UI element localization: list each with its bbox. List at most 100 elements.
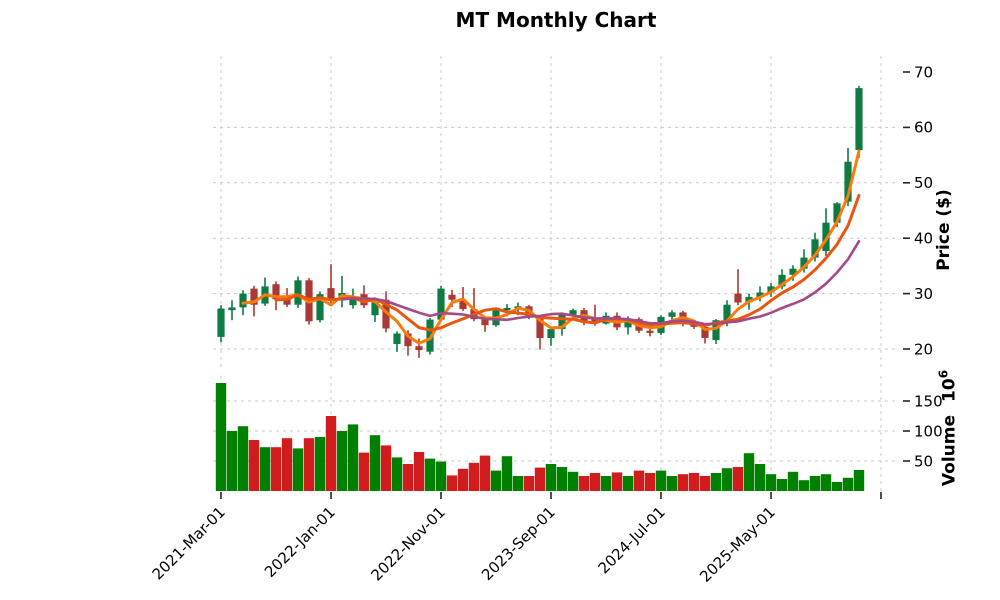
volume-bar bbox=[622, 476, 634, 491]
candle-body bbox=[734, 293, 742, 303]
volume-unit-exponent: 6 bbox=[936, 369, 951, 379]
volume-bar bbox=[369, 435, 381, 491]
candle-body bbox=[701, 326, 709, 338]
price-tick-label: 30 bbox=[914, 285, 933, 303]
volume-bar bbox=[666, 476, 678, 491]
volume-bar bbox=[655, 470, 667, 491]
volume-bar bbox=[842, 477, 854, 491]
date-tick-label: 2025-May-01 bbox=[696, 503, 779, 586]
candle-body bbox=[591, 319, 599, 324]
volume-bar bbox=[600, 476, 612, 491]
sma-3-line bbox=[241, 149, 861, 345]
volume-bars bbox=[215, 383, 865, 491]
volume-unit-base: 10 bbox=[939, 378, 960, 402]
candle bbox=[822, 208, 830, 256]
candle-body bbox=[822, 222, 830, 251]
candle bbox=[393, 331, 401, 352]
candle-body bbox=[481, 319, 489, 326]
candle-body bbox=[811, 239, 819, 258]
candle-body bbox=[778, 274, 786, 287]
volume-bar bbox=[688, 473, 700, 491]
candle-body bbox=[415, 346, 423, 351]
price-tick-label: 50 bbox=[914, 174, 933, 192]
volume-bar bbox=[776, 479, 788, 491]
candle bbox=[734, 269, 742, 306]
volume-bar bbox=[446, 475, 458, 491]
volume-bar bbox=[358, 452, 370, 491]
candle-body bbox=[393, 333, 401, 344]
price-tick-label: 70 bbox=[914, 63, 933, 81]
volume-bar bbox=[545, 464, 557, 491]
volume-bar bbox=[237, 426, 249, 491]
candle bbox=[228, 300, 236, 321]
volume-bar bbox=[633, 470, 645, 491]
candle bbox=[316, 291, 324, 323]
volume-bar bbox=[567, 471, 579, 491]
volume-bar bbox=[281, 438, 293, 491]
candle-body bbox=[745, 296, 753, 303]
sma-6-line bbox=[274, 193, 861, 332]
volume-bar bbox=[391, 457, 403, 491]
volume-bar bbox=[644, 473, 656, 491]
candle-body bbox=[382, 299, 390, 329]
volume-bar bbox=[413, 452, 425, 491]
volume-bar bbox=[226, 431, 238, 491]
date-tick-label: 2023-Sep-01 bbox=[478, 503, 559, 584]
candle bbox=[360, 285, 368, 308]
candle bbox=[437, 285, 445, 322]
volume-bar bbox=[853, 470, 865, 491]
volume-bar bbox=[325, 416, 337, 491]
candle-body bbox=[349, 298, 357, 306]
volume-tick-label: 100 bbox=[914, 422, 943, 440]
volume-bar bbox=[754, 464, 766, 491]
candle-body bbox=[503, 308, 511, 311]
date-tick-label: 2021-Mar-01 bbox=[149, 503, 229, 583]
volume-axis-label: Volume 106 bbox=[937, 370, 960, 486]
candle-body bbox=[833, 203, 841, 223]
candle-body bbox=[459, 299, 467, 310]
price-tick-label: 40 bbox=[914, 230, 933, 248]
volume-bar bbox=[457, 468, 469, 491]
volume-bar bbox=[248, 440, 260, 491]
candle bbox=[855, 85, 863, 158]
volume-bar bbox=[380, 445, 392, 491]
candle bbox=[261, 277, 269, 306]
date-tick-label: 2024-Jul-01 bbox=[595, 503, 669, 577]
candle bbox=[547, 326, 555, 346]
volume-bar bbox=[490, 470, 502, 491]
volume-bar bbox=[534, 467, 546, 491]
volume-bar bbox=[402, 464, 414, 491]
candle-body bbox=[789, 268, 797, 275]
volume-bar bbox=[831, 482, 843, 491]
volume-bar bbox=[347, 424, 359, 491]
candle-body bbox=[217, 308, 225, 337]
volume-bar bbox=[710, 473, 722, 491]
volume-bar bbox=[765, 474, 777, 491]
volume-bar bbox=[501, 456, 513, 491]
candle-body bbox=[404, 333, 412, 347]
volume-bar bbox=[479, 455, 491, 491]
volume-bar bbox=[787, 471, 799, 491]
candle-body bbox=[646, 330, 654, 333]
candle-body bbox=[294, 280, 302, 305]
price-tick-label: 20 bbox=[914, 340, 933, 358]
volume-bar bbox=[699, 476, 711, 491]
volume-bar bbox=[512, 476, 524, 491]
volume-bar bbox=[259, 447, 271, 491]
candle-body bbox=[712, 320, 720, 341]
candle bbox=[217, 305, 225, 343]
candle-body bbox=[316, 294, 324, 321]
volume-bar bbox=[809, 476, 821, 491]
volume-tick-label: 50 bbox=[914, 452, 933, 470]
candle-body bbox=[327, 288, 335, 300]
candle-body bbox=[272, 284, 280, 300]
volume-bar bbox=[523, 476, 535, 491]
date-tick-label: 2022-Jan-01 bbox=[261, 503, 339, 581]
volume-bar bbox=[303, 438, 315, 491]
volume-axis-label-text: Volume bbox=[939, 414, 960, 487]
candle-body bbox=[767, 286, 775, 293]
candle-body bbox=[239, 293, 247, 308]
volume-bar bbox=[578, 476, 590, 491]
price-axis-label: Price ($) bbox=[934, 189, 954, 271]
